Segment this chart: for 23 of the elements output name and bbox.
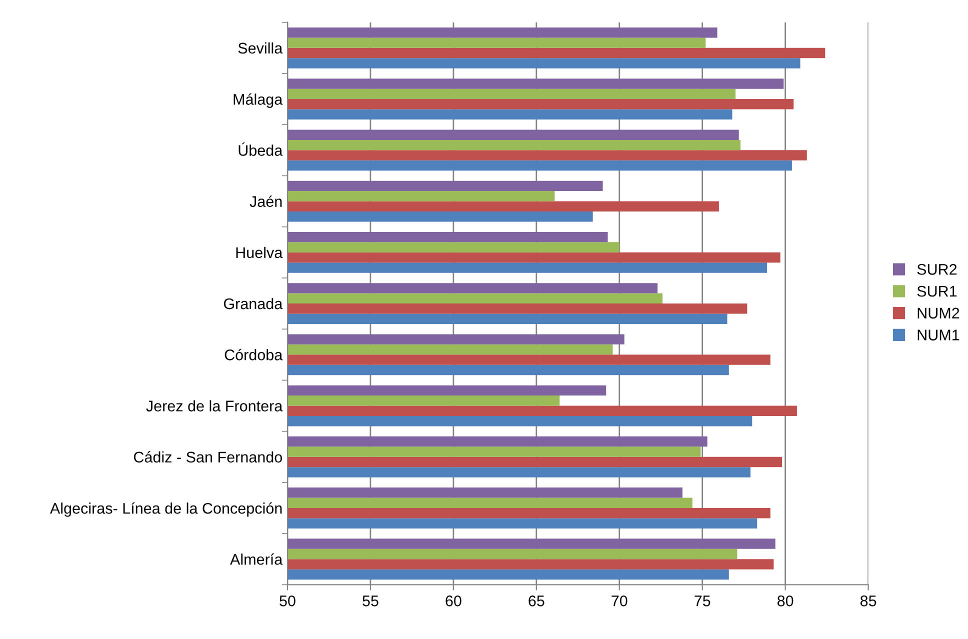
x-tick-label: 85 [860,596,876,606]
legend-label: NUM1 [918,330,960,340]
y-tick-label: Córdoba [224,348,283,360]
y-tick-label: Málaga [234,93,283,108]
y-tick-label: Algeciras- Línea de la Concepción [50,502,282,517]
y-tick-label: Jaén [250,196,282,207]
x-tick-label: 55 [362,596,378,606]
x-tick-label: 75 [694,596,710,606]
x-tick-label: 60 [446,596,462,606]
legend-label: NUM2 [918,308,960,319]
legend-label: SUR2 [917,264,957,275]
x-tick-label: 80 [777,596,794,606]
y-tick-label: Jerez de la Frontera [146,400,283,412]
y-tick-label: Sevilla [238,42,283,54]
y-tick-label: Cádiz - San Fernando [134,451,282,463]
x-tick-label: 50 [280,596,296,606]
y-tick-label: Huelva [236,246,283,258]
y-tick-label: Granada [224,298,283,310]
legend-label: SUR1 [917,286,957,297]
x-tick-label: 70 [612,596,628,606]
y-tick-label: Úbeda [238,142,283,156]
y-tick-label: Almería [230,553,283,565]
x-tick-label: 65 [528,596,544,606]
